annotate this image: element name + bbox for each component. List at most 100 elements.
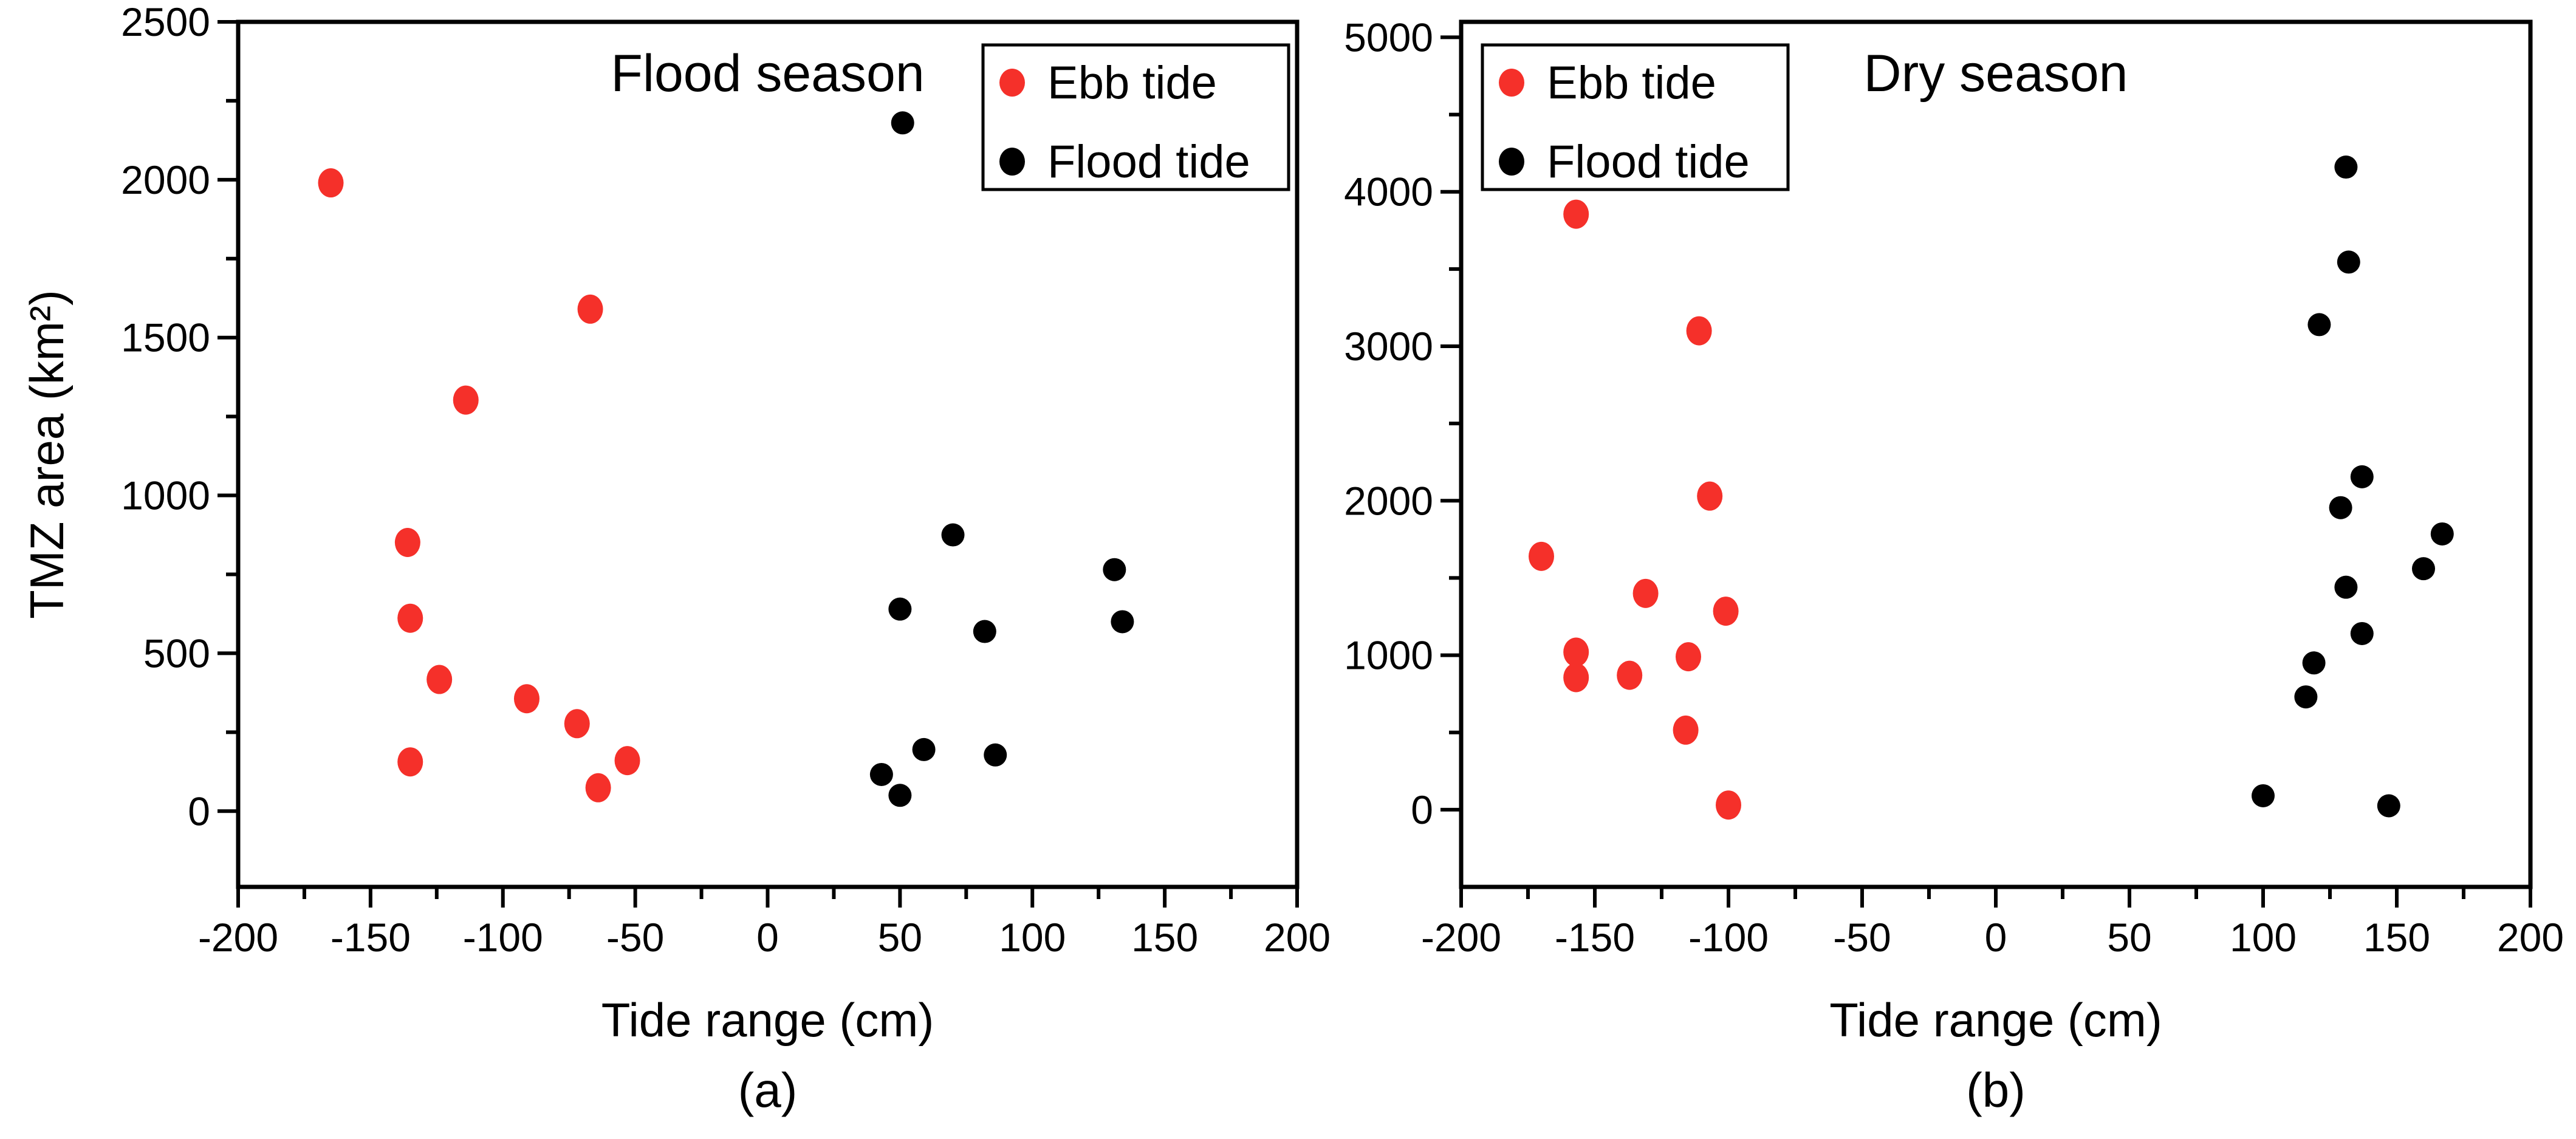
data-point [2334,156,2358,179]
panel-caption-a: (a) [738,1063,798,1117]
legend-marker-ebb [1499,69,1524,97]
data-point [912,737,936,761]
data-point [1563,637,1589,667]
y-tick-label: 5000 [1344,15,1433,60]
data-point [891,111,914,135]
legend-marker-flood [1499,148,1524,176]
x-tick-label: -200 [198,915,278,960]
panel-a: -200 -150 -100 -50 0 50 100 150 2000500100015002… [20,0,1331,1117]
legend-label: Flood tide [1047,136,1250,188]
series-flood-b [2252,156,2454,818]
y-tick-label: 0 [1411,787,1433,832]
panel-title-b: Dry season [1864,44,2128,103]
x-axis-label-b: Tide range (cm) [1829,993,2162,1047]
data-point [1673,715,1699,745]
data-point [2302,651,2326,675]
data-point [973,620,996,643]
x-tick-label: 200 [1264,915,1331,960]
x-axis-label-a: Tide range (cm) [601,993,934,1047]
x-tick-label: 50 [2107,915,2151,960]
y-tick-label: 4000 [1344,169,1433,214]
y-tick-label: 1000 [121,473,210,518]
legend-box [981,43,1290,191]
data-point [397,603,423,633]
x-tick-label: -200 [1421,915,1501,960]
legend-label: Ebb tide [1047,57,1217,109]
panel-caption-b: (b) [1966,1063,2026,1117]
x-tick-label: 50 [878,915,922,960]
data-point [2412,557,2435,581]
data-point [453,385,479,415]
x-tick-label: 0 [1985,915,2007,960]
series-flood-a [869,111,1134,807]
data-point [1632,578,1659,608]
data-point [513,684,540,714]
data-point [1563,663,1589,693]
data-point [941,523,965,547]
data-point [1716,790,1741,820]
data-point [614,746,640,776]
data-point [869,762,893,786]
y-tick-label: 0 [188,788,210,833]
data-point [2337,250,2360,274]
y-tick-label: 3000 [1344,324,1433,369]
y-tick-label: 500 [143,631,210,676]
data-point [318,168,344,198]
y-tick-label: 2000 [121,157,210,202]
panel-title-a: Flood season [611,44,924,103]
data-point [2430,522,2454,546]
data-point [2334,575,2358,599]
data-point [2329,496,2352,519]
legend-marker-ebb [999,69,1025,97]
data-point [888,784,912,807]
data-point [426,665,453,694]
y-axis-label-a: TMZ area (km²) [20,290,74,619]
y-tick-label: 1000 [1344,633,1433,678]
legend-marker-flood [999,148,1025,176]
x-tick-label: -150 [331,915,411,960]
data-point [585,773,611,802]
x-tick-label: 100 [999,915,1066,960]
data-point [1713,597,1739,626]
x-tick-label: 150 [2363,915,2430,960]
series-ebb-b [1529,199,1741,820]
x-tick-label: -50 [606,915,664,960]
legend-a: Ebb tide Flood tide [981,43,1290,191]
data-point [1697,481,1723,511]
x-tick-label: -100 [1688,915,1769,960]
x-tick-label: 200 [2497,915,2564,960]
data-point [1676,642,1701,672]
x-tick-label: -50 [1833,915,1891,960]
x-tick-label: 0 [756,915,779,960]
data-point [2350,465,2374,488]
legend-box [1481,43,1790,191]
legend-label: Ebb tide [1547,57,1716,109]
x-tick-label: 150 [1131,915,1198,960]
data-point [2307,313,2331,337]
series-ebb-a [318,168,640,802]
data-point [1111,610,1134,634]
y-tick-label: 2500 [121,0,210,44]
data-point [2294,685,2318,709]
data-point [1563,199,1589,229]
data-point [394,527,420,557]
x-tick-label: -100 [463,915,543,960]
data-point [2377,794,2400,818]
data-point [2252,784,2275,807]
y-tick-label: 1500 [121,315,210,360]
data-point [577,294,603,324]
data-point [2350,621,2374,645]
legend-b: Ebb tide Flood tide [1481,43,1790,191]
y-tick-label: 2000 [1344,478,1433,523]
x-tick-label: 100 [2230,915,2297,960]
data-point [1617,660,1643,690]
legend-label: Flood tide [1547,136,1750,188]
data-point [1529,541,1554,571]
data-point [564,709,590,739]
data-point [984,743,1007,767]
data-point [1103,558,1126,581]
data-point [1686,316,1712,346]
panel-b: -200 -150 -100 -50 0 50 100 150 2000100020003000… [1344,15,2564,1117]
